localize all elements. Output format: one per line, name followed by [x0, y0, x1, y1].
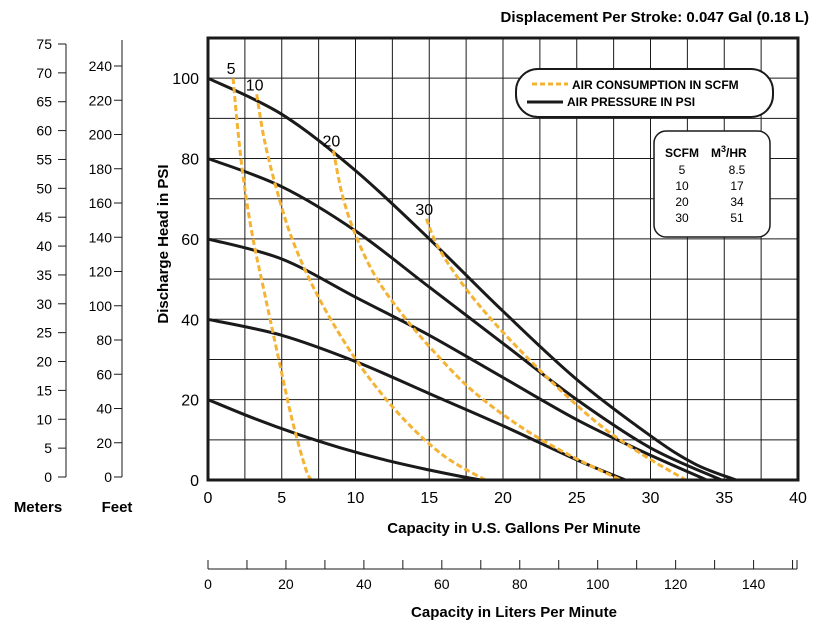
scfm-table-cell: 10 [675, 179, 689, 193]
air-pressure-curve [207, 76, 737, 482]
meters-tick-label: 35 [36, 267, 52, 283]
meters-tick-label: 0 [44, 469, 52, 485]
meters-tick-label: 40 [36, 238, 52, 254]
air-consumption-curve [255, 94, 487, 482]
x-tick-label: 15 [420, 490, 438, 507]
m3hr-table-cell: 34 [730, 195, 744, 209]
feet-tick-label: 100 [89, 298, 113, 314]
feet-tick-label: 140 [89, 229, 113, 245]
legend-pressure-label: AIR PRESSURE IN PSI [567, 95, 695, 109]
air-pressure-curve [207, 398, 482, 482]
legend: AIR CONSUMPTION IN SCFM AIR PRESSURE IN … [515, 68, 774, 118]
liters-axis-ticks: 0 20 40 60 80 100 120 140 [204, 560, 798, 592]
scfm-table-cell: 20 [675, 195, 689, 209]
scfm-table-cell: 30 [675, 211, 689, 225]
meters-tick-label: 5 [44, 440, 52, 456]
meters-tick-label: 30 [36, 296, 52, 312]
air-curve-labels: 5 10 20 30 [227, 61, 434, 219]
meters-axis-label: Meters [14, 499, 62, 516]
scfm-table-cell: 5 [679, 163, 686, 177]
meters-tick-label: 70 [36, 65, 52, 81]
liters-tick-label: 120 [664, 576, 688, 592]
meters-tick-label: 15 [36, 382, 52, 398]
feet-tick-label: 40 [96, 401, 112, 417]
meters-tick-label: 75 [36, 36, 52, 52]
meters-tick-label: 60 [36, 123, 52, 139]
liters-tick-label: 0 [204, 576, 212, 592]
plot-frame [206, 36, 800, 482]
m3hr-header-hr: /HR [726, 146, 747, 160]
y-axis-label: Discharge Head in PSI [155, 164, 172, 323]
feet-tick-label: 20 [96, 435, 112, 451]
feet-tick-label: 60 [96, 366, 112, 382]
y-tick-label: 60 [181, 232, 199, 249]
x-tick-label: 40 [789, 490, 807, 507]
air-consumption-curve [331, 150, 622, 482]
scfm-table-rows: 5 8.5 10 17 20 34 30 51 [675, 163, 745, 225]
meters-tick-label: 10 [36, 411, 52, 427]
x-tick-label: 5 [277, 490, 286, 507]
liters-tick-label: 60 [434, 576, 450, 592]
liters-axis-label: Capacity in Liters Per Minute [411, 604, 617, 621]
y-tick-label: 80 [181, 152, 199, 169]
y-tick-label: 0 [190, 473, 199, 490]
legend-air-label: AIR CONSUMPTION IN SCFM [572, 78, 739, 92]
y-tick-label: 40 [181, 312, 199, 329]
feet-tick-label: 180 [89, 161, 113, 177]
scfm-table: SCFM M3/HR 5 8.5 10 17 20 34 30 51 [653, 130, 771, 238]
x-tick-label: 0 [204, 490, 213, 507]
x-tick-label: 30 [642, 490, 660, 507]
feet-tick-label: 220 [89, 92, 113, 108]
x-tick-label: 25 [568, 490, 586, 507]
feet-tick-label: 200 [89, 127, 113, 143]
m3hr-header: M3/HR [711, 144, 747, 160]
feet-tick-label: 240 [89, 58, 113, 74]
meters-tick-label: 25 [36, 325, 52, 341]
air-consumption-curve [424, 218, 687, 482]
feet-tick-label: 120 [89, 264, 113, 280]
air-consumption-curves [231, 78, 687, 482]
chart-title: Displacement Per Stroke: 0.047 Gal (0.18… [501, 9, 809, 26]
legend-box [515, 68, 774, 118]
y-tick-label: 20 [181, 393, 199, 410]
x-tick-label: 10 [347, 490, 365, 507]
meters-tick-label: 55 [36, 151, 52, 167]
x-tick-label: 20 [494, 490, 512, 507]
liters-tick-label: 20 [278, 576, 294, 592]
feet-tick-label: 0 [104, 469, 112, 485]
liters-tick-label: 100 [586, 576, 610, 592]
scfm-header: SCFM [665, 146, 699, 160]
m3hr-header-m: M [711, 146, 721, 160]
air-consumption-curve [231, 78, 313, 481]
meters-tick-label: 20 [36, 354, 52, 370]
air-curve-label: 20 [322, 134, 340, 151]
feet-tick-label: 160 [89, 195, 113, 211]
scfm-table-box [653, 130, 771, 238]
feet-tick-label: 80 [96, 332, 112, 348]
x-axis-label: Capacity in U.S. Gallons Per Minute [387, 520, 640, 537]
m3hr-table-cell: 51 [730, 211, 744, 225]
meters-tick-label: 50 [36, 180, 52, 196]
meters-tick-label: 65 [36, 94, 52, 110]
liters-tick-label: 140 [742, 576, 766, 592]
air-pressure-curve [207, 157, 722, 482]
liters-tick-label: 40 [356, 576, 372, 592]
m3hr-table-cell: 8.5 [729, 163, 746, 177]
air-curve-label: 30 [415, 202, 433, 219]
meters-tick-label: 45 [36, 209, 52, 225]
liters-tick-label: 80 [512, 576, 528, 592]
m3hr-header-exp: 3 [721, 144, 726, 154]
air-curve-label: 5 [227, 61, 236, 78]
feet-axis-label: Feet [102, 499, 133, 516]
y-tick-label: 100 [172, 71, 199, 88]
m3hr-table-cell: 17 [730, 179, 744, 193]
x-tick-label: 35 [715, 490, 733, 507]
air-curve-label: 10 [246, 77, 264, 94]
